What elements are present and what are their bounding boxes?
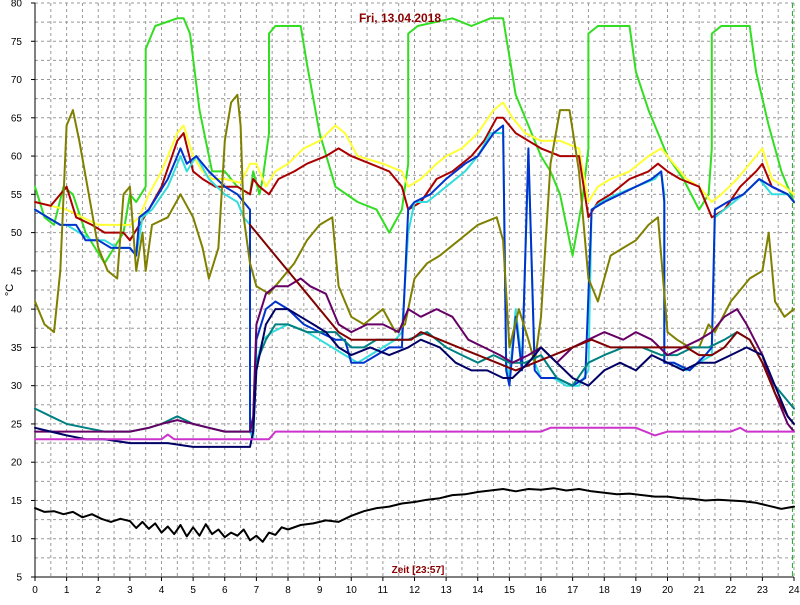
y-tick-label: 40 [11,305,23,316]
x-tick-label: 4 [159,585,165,596]
y-tick-label: 20 [11,458,23,469]
x-tick-label: 19 [630,585,642,596]
x-tick-label: 0 [32,585,38,596]
y-tick-label: 5 [16,573,22,584]
x-tick-label: 7 [254,585,260,596]
series-line-5 [34,124,795,433]
y-tick-label: 35 [11,343,23,354]
x-tick-label: 18 [599,585,611,596]
series-group [34,17,795,543]
series-line-2 [34,101,795,226]
x-tick-label: 3 [127,585,133,596]
x-tick-label: 10 [346,585,358,596]
x-tick-label: 8 [285,585,291,596]
series-line-9 [249,223,795,425]
x-tick-label: 9 [317,585,323,596]
y-tick-label: 75 [11,37,23,48]
y-tick-label: 65 [11,113,23,124]
series-line-1 [34,17,795,265]
series-line-10 [34,308,795,448]
x-tick-label: 22 [725,585,737,596]
x-tick-label: 17 [567,585,579,596]
series-line-12 [34,487,795,543]
y-tick-label: 50 [11,228,23,239]
x-tick-label: 20 [662,585,674,596]
x-tick-label: 5 [190,585,196,596]
y-tick-label: 80 [11,0,23,10]
x-tick-label: 24 [788,585,800,596]
series-line-11 [34,426,795,441]
y-tick-label: 45 [11,266,23,277]
grid [35,2,795,577]
y-tick-label: 55 [11,190,23,201]
chart-title: Fri, 13.04.2018 [359,11,441,25]
y-tick-label: 25 [11,419,23,430]
x-tick-label: 11 [378,585,389,596]
series-line-3 [34,116,795,242]
y-tick-label: 15 [11,496,23,507]
x-tick-label: 12 [409,585,421,596]
series-line-6 [34,93,795,364]
y-tick-label: 10 [11,534,23,545]
x-tick-label: 14 [472,585,484,596]
x-tick-label: 13 [441,585,453,596]
x-tick-label: 2 [95,585,101,596]
y-tick-label: 70 [11,75,23,86]
x-tick-label: 15 [504,585,516,596]
y-tick-label: 30 [11,381,23,392]
x-axis-label: Zeit [23:57] [392,565,445,576]
y-axis-label: °C [4,284,16,296]
y-tick-label: 60 [11,152,23,163]
x-tick-label: 23 [757,585,769,596]
x-tick-label: 1 [64,585,70,596]
x-tick-label: 6 [222,585,228,596]
x-tick-label: 21 [694,585,706,596]
x-tick-label: 16 [535,585,547,596]
